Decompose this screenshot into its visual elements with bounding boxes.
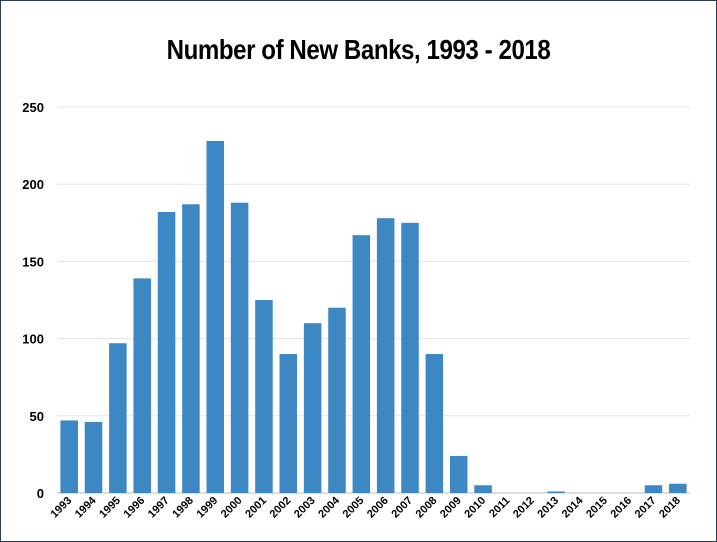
x-tick-label: 1994	[73, 494, 99, 520]
x-tick-label: 2003	[292, 495, 318, 521]
bar-1994	[84, 421, 103, 493]
x-tick-label: 1998	[170, 495, 196, 521]
bar-1995	[109, 343, 127, 493]
x-axis-ticks: 1993199419951996199719981999200020012002…	[48, 494, 682, 520]
x-tick-label: 2009	[438, 495, 464, 521]
bar-2009	[449, 455, 468, 493]
x-tick-label: 1993	[48, 495, 74, 521]
y-tick-label: 100	[22, 332, 44, 347]
bar-2008	[425, 354, 444, 493]
bar-2017	[644, 485, 663, 493]
bar-2004	[328, 307, 346, 493]
x-tick-label: 2006	[365, 495, 391, 521]
y-tick-label: 250	[22, 100, 44, 115]
x-tick-label: 1995	[97, 495, 123, 521]
y-tick-label: 200	[22, 177, 44, 192]
x-tick-label: 2013	[535, 495, 561, 521]
x-tick-label: 2010	[462, 495, 488, 521]
y-tick-label: 50	[30, 409, 44, 424]
bar-2007	[401, 222, 419, 494]
x-tick-label: 2015	[584, 495, 610, 521]
x-tick-label: 2001	[243, 495, 269, 521]
x-tick-label: 2017	[633, 495, 659, 521]
chart-title: Number of New Banks, 1993 - 2018	[166, 34, 551, 65]
x-tick-label: 2012	[511, 495, 537, 521]
x-tick-label: 2004	[316, 494, 342, 520]
bar-2000	[230, 202, 249, 493]
bar-1998	[182, 204, 200, 493]
bar-2002	[279, 354, 298, 493]
x-tick-label: 1999	[195, 495, 221, 521]
bar-2003	[303, 323, 322, 493]
x-tick-label: 2016	[608, 495, 634, 521]
y-tick-label: 150	[22, 254, 44, 269]
y-axis-ticks: 0 50 100 150 200 250	[22, 100, 44, 501]
x-tick-label: 2002	[268, 495, 294, 521]
bar-2013	[547, 491, 565, 493]
bar-2018	[669, 483, 687, 493]
bar-2001	[255, 300, 273, 493]
bar-2010	[474, 485, 492, 493]
bar-2005	[352, 235, 371, 494]
x-tick-label: 2007	[389, 495, 415, 521]
bars	[60, 140, 687, 494]
x-tick-label: 2011	[487, 495, 512, 520]
bar-1997	[157, 211, 176, 493]
bar-1999	[206, 140, 225, 493]
gridlines	[57, 106, 690, 494]
x-tick-label: 2014	[560, 494, 586, 520]
x-tick-label: 2018	[657, 495, 683, 521]
x-tick-label: 1996	[122, 495, 148, 521]
bar-1996	[133, 278, 151, 493]
x-tick-label: 1997	[146, 495, 172, 521]
y-tick-label: 0	[37, 486, 44, 501]
bar-2006	[376, 218, 395, 493]
x-tick-label: 2005	[341, 495, 367, 521]
bar-1993	[60, 420, 78, 493]
x-tick-label: 2000	[219, 495, 245, 521]
x-tick-label: 2008	[414, 495, 440, 521]
